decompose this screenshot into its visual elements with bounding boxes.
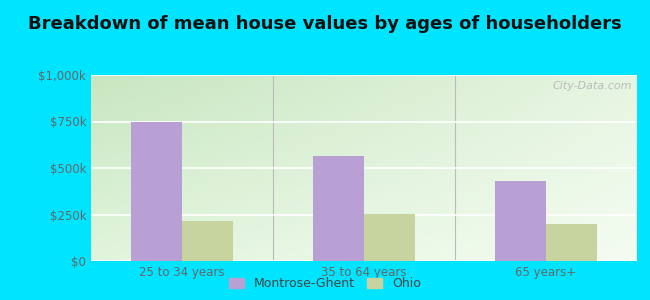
Bar (182, 221, 233, 261)
Text: City-Data.com: City-Data.com (552, 81, 632, 91)
Bar (313, 156, 364, 261)
Bar (546, 224, 597, 261)
Text: Breakdown of mean house values by ages of householders: Breakdown of mean house values by ages o… (28, 15, 622, 33)
Bar (131, 122, 182, 261)
Bar (364, 214, 415, 261)
Legend: Montrose-Ghent, Ohio: Montrose-Ghent, Ohio (225, 273, 425, 294)
Bar (495, 181, 546, 261)
